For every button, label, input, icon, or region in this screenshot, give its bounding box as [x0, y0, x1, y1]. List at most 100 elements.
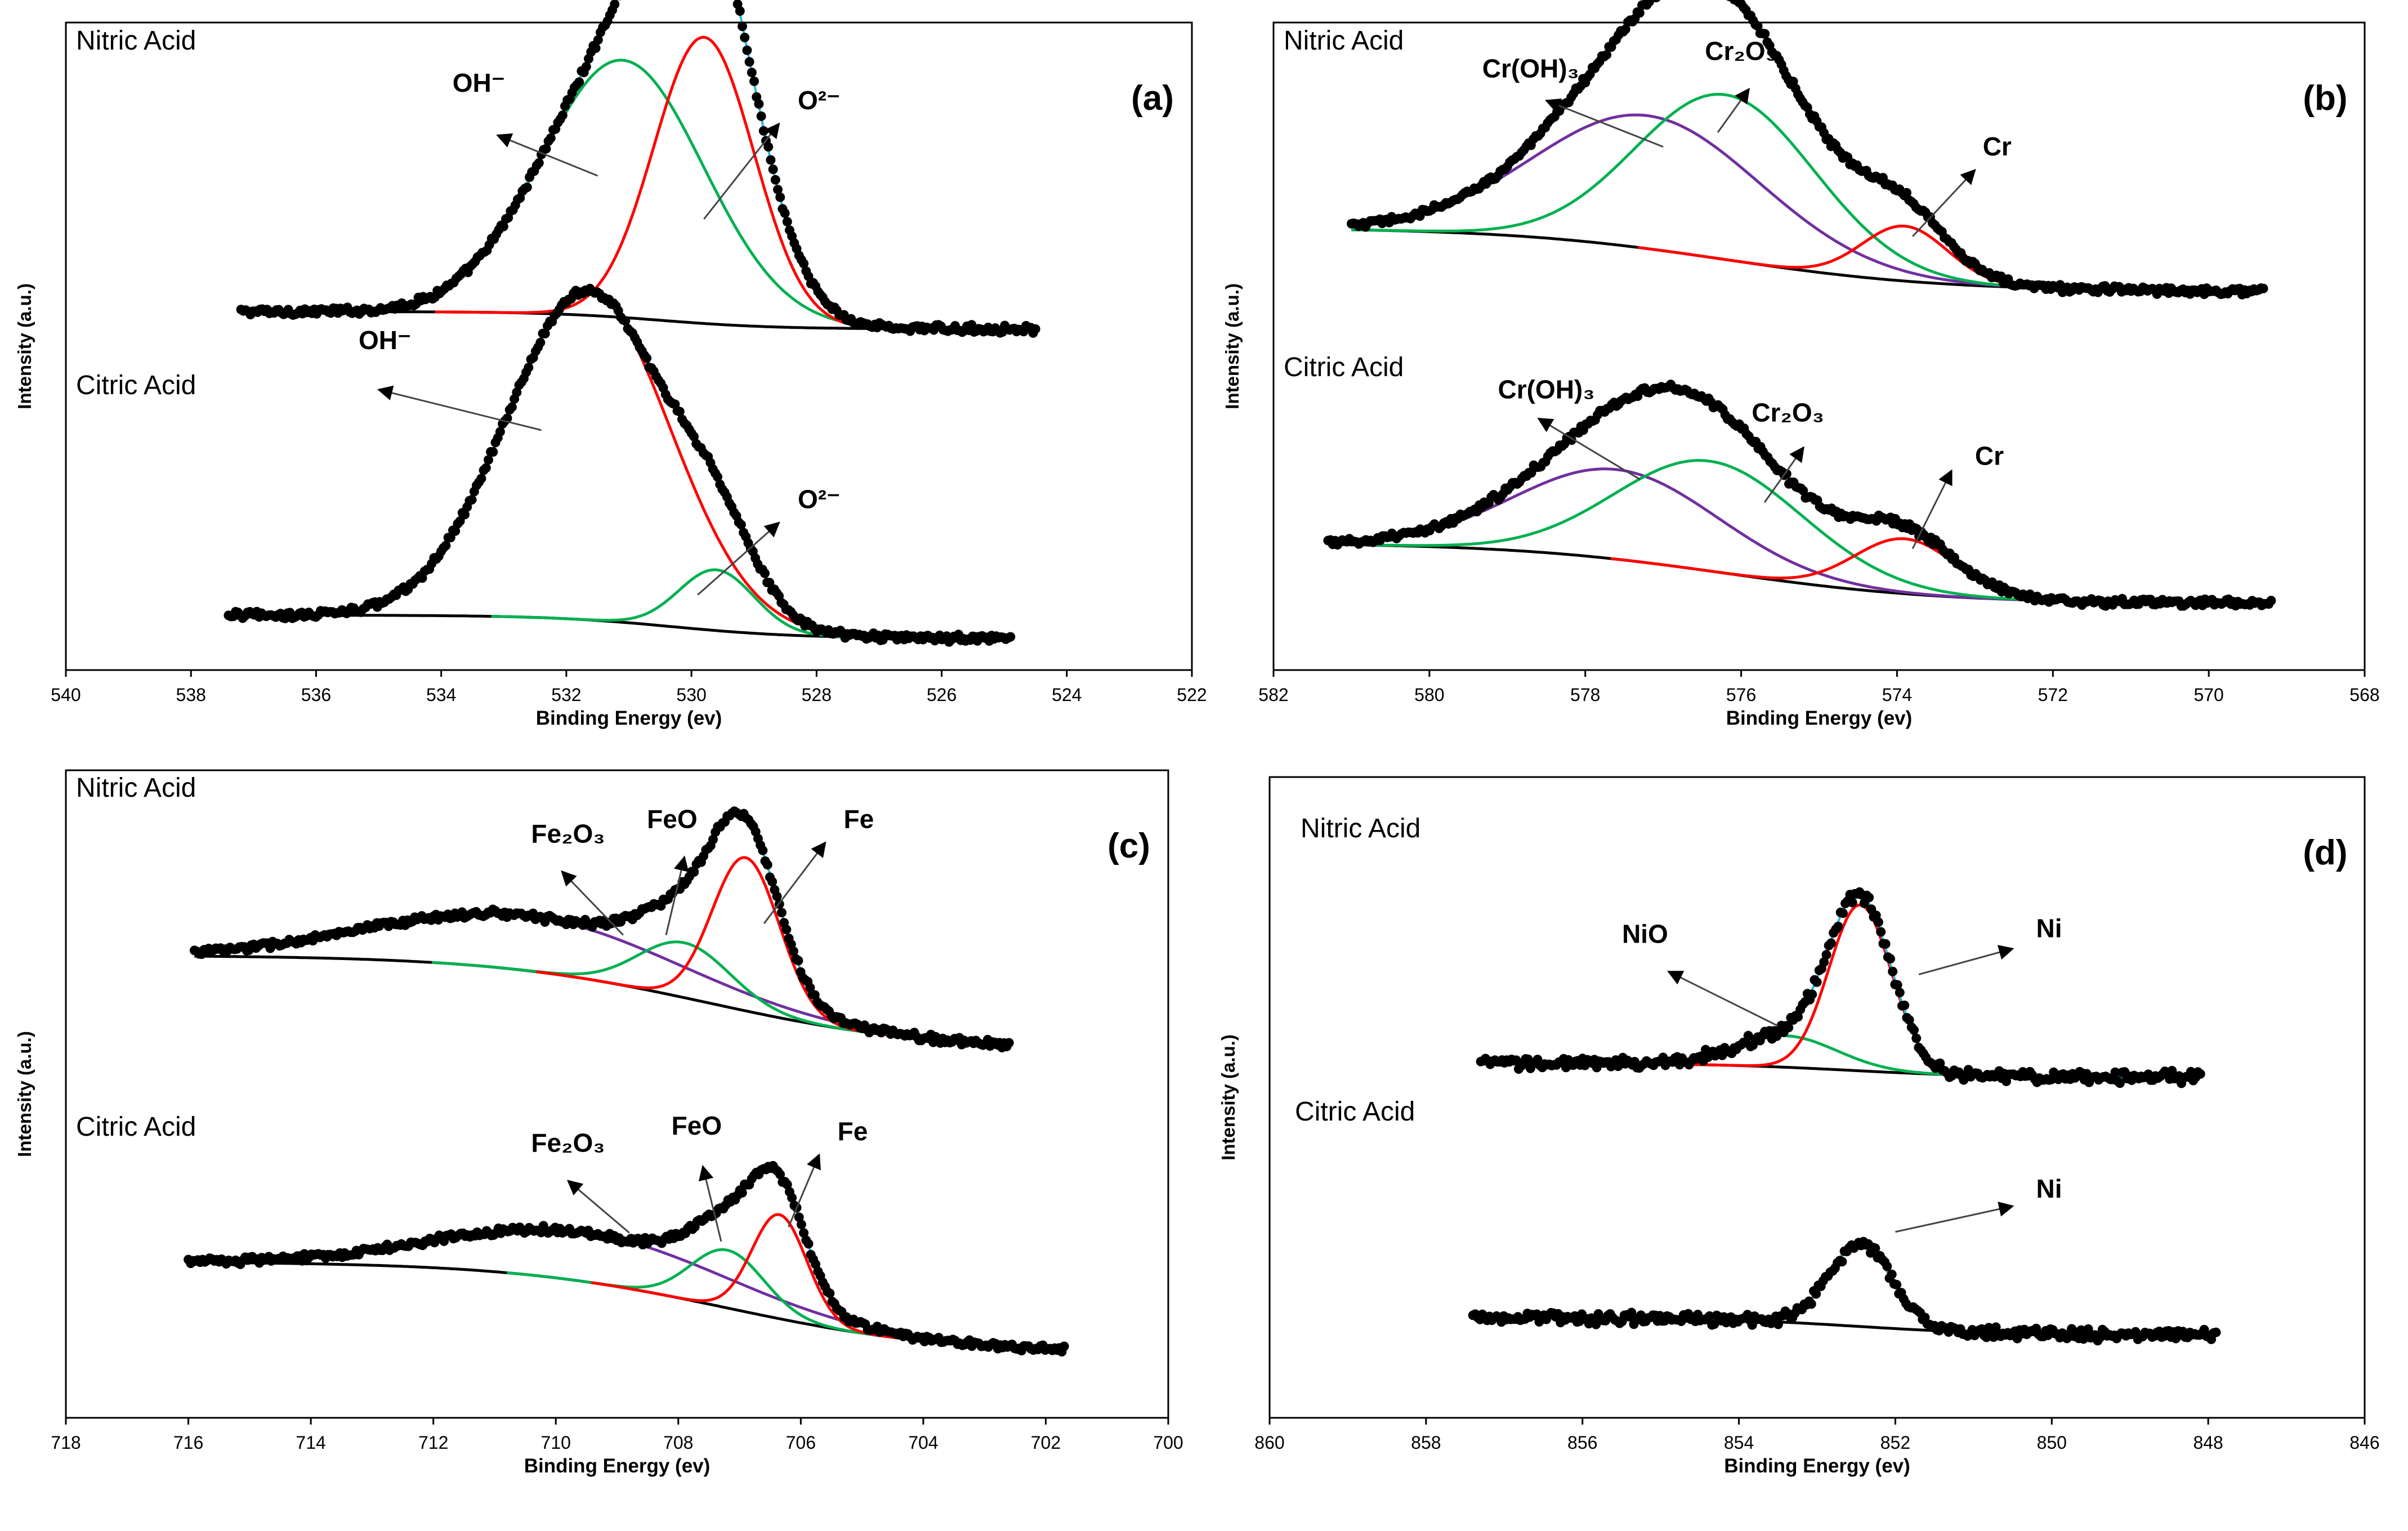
x-tick-label: 712 [418, 1432, 448, 1453]
annotation-arrow [1537, 417, 1641, 480]
data-point [1886, 954, 1895, 964]
data-point [1826, 938, 1836, 948]
data-point [762, 860, 772, 870]
x-tick-label: 850 [2037, 1432, 2067, 1453]
sample-nitric-acid: Nitric Acid NiO Ni [1301, 814, 2205, 1088]
panel-label: (b) [2303, 79, 2347, 118]
background-line [1351, 228, 2263, 293]
data-point [512, 387, 522, 398]
data-point [799, 258, 809, 269]
annotation-label: O²⁻ [798, 86, 840, 115]
data-point [1880, 939, 1891, 949]
annotation-label: FeO [647, 805, 697, 834]
data-point [460, 510, 470, 520]
sample-label: Nitric Acid [76, 26, 196, 56]
data-point [1709, 1319, 1719, 1329]
component-line-Cr [1610, 537, 2118, 604]
annotation-arrow [561, 870, 624, 936]
data-point [758, 845, 768, 855]
data-point [740, 33, 750, 43]
chart-panel-d: 860 858 856 854 852 850 848 846 Binding Energy (… [1218, 776, 2380, 1477]
annotation-label: FeO [672, 1111, 722, 1140]
x-tick-label: 702 [1031, 1432, 1061, 1453]
sample-nitric-acid: Nitric Acid Fe₂O₃ FeO Fe [76, 773, 1014, 1052]
x-axis-title: Binding Energy (ev) [536, 707, 722, 729]
data-point [1887, 1269, 1897, 1279]
data-point [1812, 977, 1822, 987]
data-point [793, 956, 803, 966]
plot-frame [1268, 776, 2366, 1419]
x-tick-label: 578 [1570, 685, 1600, 705]
x-tick-label: 854 [1724, 1432, 1754, 1453]
data-point [507, 402, 517, 412]
y-axis-title: Intensity (a.u.) [1218, 1034, 1239, 1160]
annotation-arrow [763, 841, 827, 925]
component-line-O²⁻ [491, 568, 874, 639]
x-tick-label: 858 [1411, 1432, 1441, 1453]
x-tick-label: 708 [663, 1432, 693, 1453]
component-line-Fe₂O₃ [188, 1228, 1065, 1351]
data-point [1006, 632, 1016, 642]
data-point [1888, 966, 1898, 976]
data-point [736, 520, 746, 530]
y-axis-title: Intensity (a.u.) [1222, 283, 1243, 409]
data-point [1743, 1030, 1753, 1041]
data-point [1760, 29, 1770, 39]
data-point [2211, 1327, 2221, 1337]
data-point [735, 6, 745, 16]
data-point [674, 407, 685, 417]
x-tick-label: 704 [908, 1432, 938, 1453]
annotation-label: Cr₂O₃ [1752, 398, 1824, 427]
data-point [1030, 324, 1040, 334]
panel-label: (a) [1131, 79, 1174, 118]
data-point [617, 0, 622, 1]
data-point [610, 0, 620, 10]
data-point [782, 217, 792, 227]
data-point [1004, 1038, 1014, 1048]
data-point [534, 158, 544, 168]
data-point [1798, 485, 1808, 496]
data-point [1847, 898, 1857, 908]
data-point [593, 35, 603, 45]
data-point [789, 947, 798, 956]
annotation-label: Fe₂O₃ [531, 1128, 605, 1158]
data-point [713, 472, 722, 482]
x-tick-label: 568 [2349, 685, 2379, 705]
data-point [1904, 1015, 1914, 1025]
data-point [772, 891, 782, 901]
annotation-arrow [1717, 87, 1750, 133]
component-line-Fe [535, 856, 888, 1037]
data-point [744, 57, 754, 67]
data-point [1864, 892, 1874, 903]
annotation-arrow [496, 133, 598, 177]
sample-citric-acid: Citric Acid Cr(OH)₃ Cr₂O₃ Cr [1284, 352, 2276, 611]
annotation-label: Cr [1975, 441, 2004, 470]
sample-nitric-acid: Nitric Acid OH⁻ O²⁻ [76, 0, 1040, 338]
component-line-Cr₂O₃ [1351, 92, 2102, 291]
data-point [581, 62, 591, 72]
y-axis-title: Intensity (a.u.) [14, 283, 35, 409]
data-point [498, 221, 508, 231]
component-line-FeO [431, 940, 878, 1035]
annotation-label: Ni [2036, 1174, 2062, 1203]
data-point [1909, 1025, 1919, 1035]
x-tick-label: 860 [1254, 1432, 1284, 1453]
x-tick-label: 714 [296, 1432, 325, 1453]
data-point [1784, 1023, 1794, 1033]
data-point [776, 908, 787, 918]
annotation-label: Cr₂O₃ [1705, 37, 1777, 66]
x-tick-label: 574 [1882, 685, 1912, 705]
data-point [756, 111, 766, 121]
data-point [1806, 1299, 1816, 1309]
data-point [488, 447, 498, 457]
sample-label: Citric Acid [1295, 1097, 1415, 1127]
data-point [760, 568, 770, 578]
data-point [742, 45, 752, 55]
data-point [1059, 1341, 1069, 1351]
annotation-arrow [788, 1153, 821, 1228]
sample-label: Nitric Acid [1301, 814, 1420, 843]
data-point [1892, 1280, 1902, 1289]
data-point [799, 1228, 809, 1238]
chart-panel-b: 582 580 578 576 574 572 570 568 Binding Energy (… [1222, 0, 2380, 729]
data-point [773, 185, 783, 195]
